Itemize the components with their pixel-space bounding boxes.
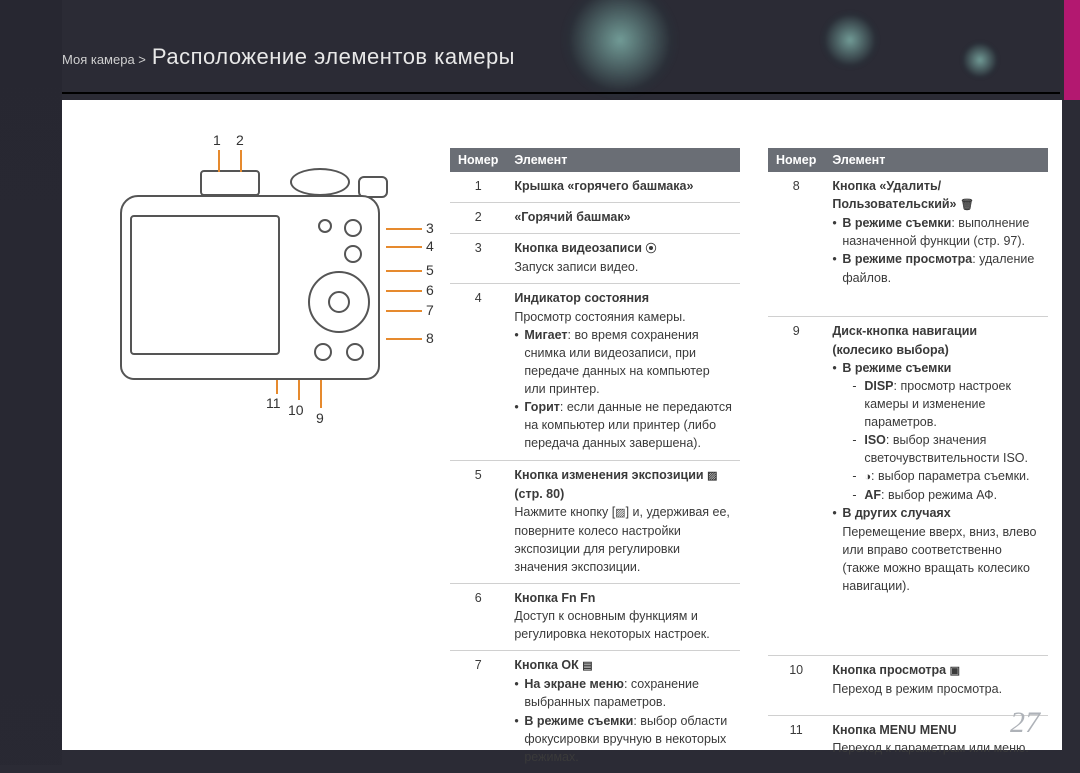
cell-number: 4: [450, 284, 506, 460]
callout-11: 11: [266, 395, 281, 411]
diagram-btn: [346, 343, 364, 361]
cell-number: 11: [768, 715, 824, 773]
cell-description: Индикатор состоянияПросмотр состояния ка…: [506, 284, 740, 460]
cell-description: Кнопка видеозаписи ⦿Запуск записи видео.: [506, 234, 740, 284]
table-row: 8Кнопка «Удалить/ Пользовательский» 🗑В р…: [768, 172, 1048, 317]
table-row: 7Кнопка ОК ▤На экране меню: сохранение в…: [450, 651, 740, 773]
table-row: 9Диск-кнопка навигации (колесико выбора)…: [768, 317, 1048, 656]
camera-diagram: 1 2 3 4 5 6 7 8 9 10 11: [90, 140, 430, 450]
callout-9: 9: [316, 410, 324, 426]
leader-line: [386, 246, 422, 248]
page-number: 27: [1010, 706, 1040, 740]
leader-line: [240, 150, 242, 172]
col-number: Номер: [450, 148, 506, 172]
breadcrumb: Моя камера >: [62, 52, 146, 67]
callout-7: 7: [426, 302, 434, 318]
leader-line: [218, 150, 220, 172]
cell-description: Кнопка Fn FnДоступ к основным функциям и…: [506, 583, 740, 650]
left-margin-band: [0, 0, 62, 765]
leader-line: [386, 228, 422, 230]
diagram-hotshoe: [200, 170, 260, 196]
cell-number: 10: [768, 656, 824, 715]
cell-number: 8: [768, 172, 824, 317]
page-header: Моя камера > Расположение элементов каме…: [62, 44, 1060, 94]
cell-description: Кнопка «Удалить/ Пользовательский» 🗑В ре…: [824, 172, 1048, 317]
table-row: 4Индикатор состоянияПросмотр состояния к…: [450, 284, 740, 460]
leader-line: [386, 310, 422, 312]
callout-6: 6: [426, 282, 434, 298]
table-row: 2«Горячий башмак»: [450, 203, 740, 234]
diagram-camera-body: [120, 195, 380, 380]
cell-number: 9: [768, 317, 824, 656]
cell-number: 2: [450, 203, 506, 234]
callout-1: 1: [213, 132, 221, 148]
cell-description: Кнопка изменения экспозиции ▨ (стр. 80)Н…: [506, 460, 740, 583]
diagram-mode-dial: [290, 168, 350, 196]
diagram-btn: [318, 219, 332, 233]
cell-description: Крышка «горячего башмака»: [506, 172, 740, 203]
table-row: 10Кнопка просмотра ▣Переход в режим прос…: [768, 656, 1048, 715]
pink-accent-strip: [1064, 0, 1080, 100]
cell-description: Кнопка ОК ▤На экране меню: сохранение вы…: [506, 651, 740, 773]
table-row: 1Крышка «горячего башмака»: [450, 172, 740, 203]
callout-5: 5: [426, 262, 434, 278]
cell-number: 1: [450, 172, 506, 203]
page-body: 1 2 3 4 5 6 7 8 9 10 11 Номер Элемент: [62, 100, 1062, 750]
table-row: 5Кнопка изменения экспозиции ▨ (стр. 80)…: [450, 460, 740, 583]
diagram-btn: [314, 343, 332, 361]
table-row: 11Кнопка MENU MENUПереход к параметрам и…: [768, 715, 1048, 773]
callout-10: 10: [288, 402, 304, 418]
cell-number: 6: [450, 583, 506, 650]
col-number: Номер: [768, 148, 824, 172]
col-element: Элемент: [824, 148, 1048, 172]
leader-line: [276, 380, 278, 394]
elements-table-right: Номер Элемент 8Кнопка «Удалить/ Пользова…: [768, 148, 1048, 773]
leader-line: [386, 270, 422, 272]
leader-line: [386, 338, 422, 340]
cell-number: 5: [450, 460, 506, 583]
callout-3: 3: [426, 220, 434, 236]
cell-description: Диск-кнопка навигации (колесико выбора)В…: [824, 317, 1048, 656]
page-title: Расположение элементов камеры: [152, 44, 515, 70]
elements-table-left: Номер Элемент 1Крышка «горячего башмака»…: [450, 148, 740, 773]
cell-description: «Горячий башмак»: [506, 203, 740, 234]
table-row: 3Кнопка видеозаписи ⦿Запуск записи видео…: [450, 234, 740, 284]
diagram-btn: [344, 219, 362, 237]
diagram-screen: [130, 215, 280, 355]
cell-number: 3: [450, 234, 506, 284]
table-row: 6Кнопка Fn FnДоступ к основным функциям …: [450, 583, 740, 650]
diagram-ok: [328, 291, 350, 313]
cell-number: 7: [450, 651, 506, 773]
reference-tables: Номер Элемент 1Крышка «горячего башмака»…: [450, 148, 1048, 773]
callout-8: 8: [426, 330, 434, 346]
callout-2: 2: [236, 132, 244, 148]
leader-line: [298, 380, 300, 400]
callout-4: 4: [426, 238, 434, 254]
col-element: Элемент: [506, 148, 740, 172]
leader-line: [320, 380, 322, 408]
diagram-btn: [344, 245, 362, 263]
leader-line: [386, 290, 422, 292]
